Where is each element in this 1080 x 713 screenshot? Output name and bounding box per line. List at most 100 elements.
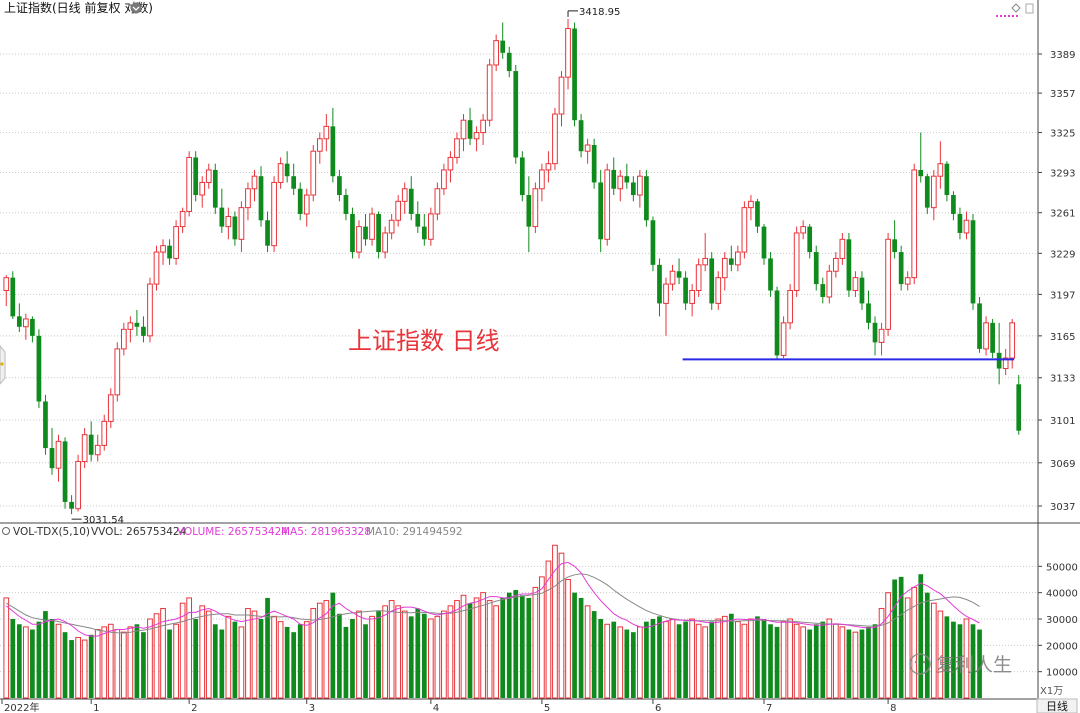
candle-body xyxy=(807,226,813,253)
volume-bar xyxy=(62,632,68,698)
volume-bar xyxy=(408,616,414,698)
volume-bar xyxy=(545,560,552,699)
volume-bar xyxy=(657,616,662,698)
month-label: 4 xyxy=(433,703,439,713)
candle-body xyxy=(930,175,937,209)
candle-body xyxy=(650,220,656,265)
price-tick-label: 3165 xyxy=(1050,332,1075,343)
volume-bar xyxy=(69,640,74,698)
volume-bar xyxy=(957,624,963,698)
candle-body xyxy=(768,258,773,291)
volume-bar xyxy=(101,626,108,699)
volume-bar xyxy=(552,544,558,699)
candle-body xyxy=(839,238,846,259)
volume-bar xyxy=(500,597,506,698)
volume-bar xyxy=(251,610,258,699)
candle-body xyxy=(81,434,88,462)
candle-body xyxy=(735,251,741,266)
volume-bar xyxy=(36,621,42,698)
volume-bar xyxy=(447,605,454,699)
volume-bar xyxy=(624,629,630,698)
volume-bar xyxy=(741,623,748,699)
candle-body xyxy=(904,277,911,285)
candle-body xyxy=(689,290,695,304)
volume-bar xyxy=(10,619,16,698)
volume-bar xyxy=(107,623,114,699)
volume-bar xyxy=(363,624,368,698)
candle-body xyxy=(369,213,375,240)
candle-body xyxy=(963,219,970,234)
candle-body xyxy=(624,176,630,183)
left-scroll-handle[interactable] xyxy=(0,345,6,385)
volume-bar xyxy=(337,613,342,698)
volume-bar xyxy=(186,597,193,699)
candle-body xyxy=(996,352,1002,369)
volume-bar xyxy=(193,619,199,698)
vol-indicator-name: VOL-TDX(5,10) xyxy=(13,526,90,538)
candle-body xyxy=(16,316,22,327)
volume-bar xyxy=(572,592,577,698)
candle-body xyxy=(238,207,245,240)
volume-bar xyxy=(369,615,375,699)
candle-body xyxy=(878,328,885,343)
volume-bar xyxy=(486,600,493,699)
volume-bar xyxy=(663,621,669,699)
candle-body xyxy=(310,150,317,196)
candle-body xyxy=(611,169,617,189)
volume-bar xyxy=(134,624,140,698)
candle-body xyxy=(232,216,238,240)
scroll-icon[interactable] xyxy=(1025,3,1034,14)
diamond-icon[interactable] xyxy=(1011,3,1021,13)
candle-body xyxy=(316,138,323,152)
volume-bar xyxy=(323,600,330,699)
volume-bar xyxy=(81,639,88,699)
volume-bar xyxy=(800,626,807,699)
candle-body xyxy=(944,163,950,196)
volume-bar xyxy=(898,576,904,698)
volume-bar xyxy=(565,579,571,699)
volume-bar xyxy=(258,619,264,698)
volume-bar xyxy=(49,619,55,698)
price-tick-label: 3133 xyxy=(1050,374,1075,385)
volume-bar xyxy=(297,624,303,698)
candle-body xyxy=(486,64,493,121)
price-tick-label: 3037 xyxy=(1050,502,1075,513)
candle-body xyxy=(199,181,206,196)
candle-body xyxy=(578,120,584,152)
candle-body xyxy=(408,188,414,214)
candle-body xyxy=(271,181,277,247)
volume-bar xyxy=(820,621,826,698)
chevron-down-icon[interactable] xyxy=(130,2,142,14)
volume-bar xyxy=(591,611,597,698)
price-tick-label: 3229 xyxy=(1050,249,1075,260)
volume-bar xyxy=(768,624,773,698)
volume-tick-label: 10000 xyxy=(1046,668,1078,679)
ma5-value: MA5: 281963328 xyxy=(281,526,371,538)
candle-body xyxy=(36,335,42,402)
candle-body xyxy=(186,156,193,212)
candle-body xyxy=(852,277,859,292)
wechat-icon xyxy=(909,653,931,675)
volume-bar xyxy=(859,629,865,698)
candle-body xyxy=(212,169,218,208)
volume-bar xyxy=(918,574,924,698)
period-button[interactable]: 日线 xyxy=(1036,698,1078,713)
volume-bar xyxy=(271,615,277,699)
volume-bar xyxy=(205,610,212,699)
volume-bar xyxy=(832,623,839,699)
price-tick-label: 3261 xyxy=(1050,209,1075,220)
price-tick-label: 3069 xyxy=(1050,459,1075,470)
volume-bar xyxy=(513,590,519,698)
volume-bar xyxy=(584,605,591,699)
candle-body xyxy=(441,169,447,190)
collapse-icon[interactable] xyxy=(2,527,10,535)
candle-body xyxy=(454,138,460,158)
candle-body xyxy=(545,163,552,171)
volume-bar xyxy=(284,626,290,698)
volume-bar xyxy=(604,623,611,699)
volume-bar xyxy=(441,610,447,699)
volume-bar xyxy=(683,621,688,698)
month-label: 3 xyxy=(309,703,315,713)
candle-body xyxy=(695,264,702,292)
volume-bar xyxy=(787,618,793,699)
